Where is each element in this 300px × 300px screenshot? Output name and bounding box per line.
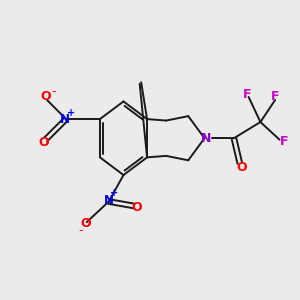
Text: O: O [80, 217, 91, 230]
Text: -: - [79, 224, 83, 238]
Text: F: F [280, 135, 288, 148]
Text: N: N [201, 132, 211, 145]
Text: N: N [60, 112, 70, 126]
Text: -: - [51, 85, 56, 98]
Text: O: O [40, 91, 51, 103]
Text: O: O [131, 201, 142, 214]
Text: O: O [39, 136, 49, 149]
Text: O: O [236, 161, 247, 174]
Text: +: + [67, 108, 75, 118]
Text: N: N [104, 194, 114, 207]
Text: F: F [243, 88, 251, 100]
Text: F: F [271, 91, 279, 103]
Text: +: + [110, 188, 118, 198]
